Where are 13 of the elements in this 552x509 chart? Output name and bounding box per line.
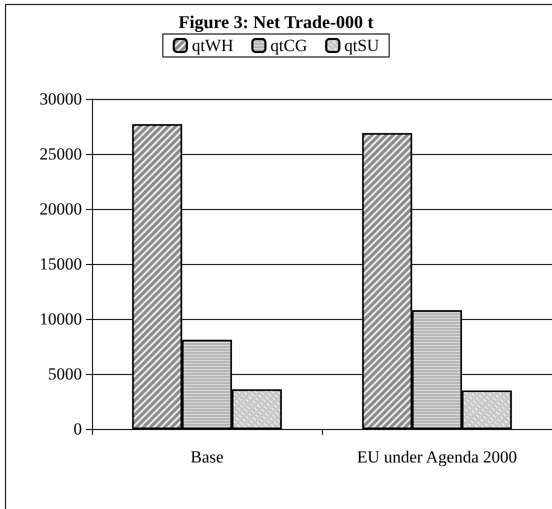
legend-label: qtSU [344, 36, 380, 55]
y-tick-label: 5000 [48, 364, 82, 384]
x-tick-label: EU under Agenda 2000 [356, 448, 518, 466]
y-tick-label: 0 [74, 420, 82, 438]
y-tick-label: 20000 [40, 200, 82, 218]
y-tick-label: 10000 [40, 310, 82, 328]
x-tick-label: Base [190, 448, 224, 466]
chart-title: Figure 3: Net Trade-000 t [178, 12, 374, 32]
y-tick-label: 30000 [40, 90, 82, 108]
y-tick-label: 15000 [40, 254, 82, 274]
legend-label: qtWH [192, 36, 234, 55]
legend-label: qtCG [270, 36, 308, 55]
y-tick-label: 25000 [40, 144, 82, 164]
